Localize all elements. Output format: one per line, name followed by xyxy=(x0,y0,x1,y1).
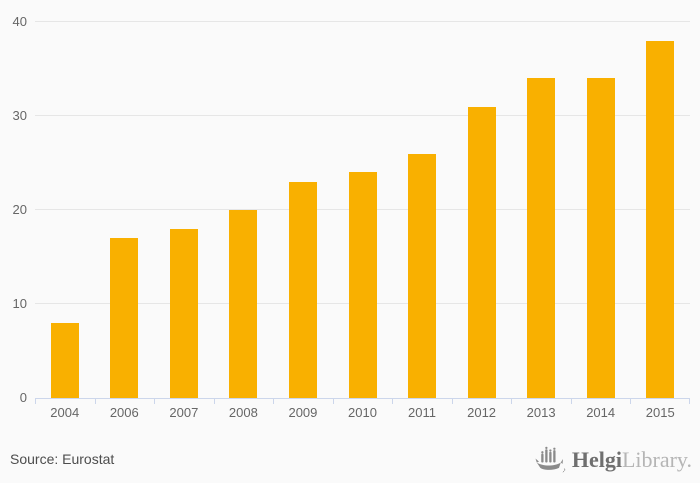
x-axis-tick xyxy=(570,398,572,404)
bar-2012[interactable] xyxy=(467,106,496,398)
x-axis-tick-label: 2007 xyxy=(169,405,199,420)
x-axis-labels: 2004 2006 2007 2008 2009 2010 2011 2012 2013 2014… xyxy=(35,405,690,421)
source-label: Source: Eurostat xyxy=(10,451,115,467)
x-axis-tick-label: 2014 xyxy=(586,405,616,420)
bar-2011[interactable] xyxy=(408,153,437,398)
x-axis-tick xyxy=(35,398,36,404)
x-axis-tick-label: 2006 xyxy=(109,405,139,420)
helgi-ship-icon xyxy=(535,445,567,478)
x-axis-tick xyxy=(689,398,690,404)
x-axis-tick xyxy=(332,398,334,404)
x-axis-tick xyxy=(392,398,394,404)
gridline xyxy=(35,21,690,22)
bar-2004[interactable] xyxy=(50,322,79,398)
x-axis-tick xyxy=(154,398,156,404)
x-axis-tick-label: 2004 xyxy=(50,405,80,420)
y-axis-tick-label: 30 xyxy=(12,108,27,123)
y-axis-tick-label: 0 xyxy=(19,390,27,405)
bar-2007[interactable] xyxy=(169,228,198,398)
bar-2009[interactable] xyxy=(288,181,317,398)
x-axis-tick xyxy=(273,398,275,404)
x-axis-tick-label: 2013 xyxy=(526,405,556,420)
bar-2013[interactable] xyxy=(527,78,556,398)
bar-2014[interactable] xyxy=(586,78,615,398)
helgi-library-logo: HelgiLibrary. xyxy=(535,445,692,475)
bar-2006[interactable] xyxy=(110,238,139,398)
gridline xyxy=(35,115,690,116)
y-axis-labels: 0 10 20 30 40 xyxy=(0,15,27,405)
y-axis-tick-label: 20 xyxy=(12,202,27,217)
logo-text-library: Library. xyxy=(621,447,692,472)
x-axis-tick-label: 2012 xyxy=(467,405,497,420)
x-axis-tick-label: 2008 xyxy=(228,405,258,420)
x-axis-tick xyxy=(213,398,215,404)
x-axis-tick xyxy=(451,398,453,404)
x-axis-tick-label: 2011 xyxy=(408,405,437,420)
x-axis-tick-label: 2015 xyxy=(645,405,675,420)
y-axis-tick-label: 40 xyxy=(12,14,27,29)
plot-area xyxy=(35,21,690,404)
x-axis-tick-label: 2009 xyxy=(288,405,318,420)
x-axis-tick xyxy=(630,398,632,404)
bar-2010[interactable] xyxy=(348,172,377,398)
logo-wordmark: HelgiLibrary. xyxy=(572,447,692,473)
bar-2015[interactable] xyxy=(646,40,675,398)
x-axis-tick xyxy=(511,398,513,404)
x-axis-tick xyxy=(94,398,96,404)
y-axis-tick-label: 10 xyxy=(12,296,27,311)
bar-2008[interactable] xyxy=(229,210,258,398)
logo-text-helgi: Helgi xyxy=(571,447,622,472)
x-axis-tick-label: 2010 xyxy=(348,405,377,420)
